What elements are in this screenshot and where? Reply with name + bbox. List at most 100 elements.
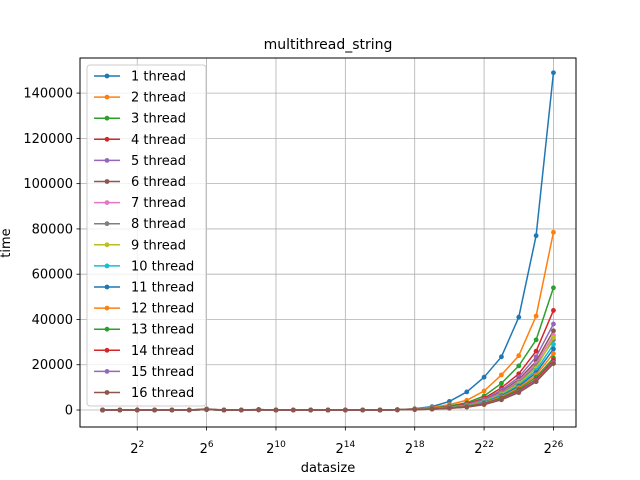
data-point (204, 407, 210, 412)
x-tick-label: 218 (405, 440, 425, 457)
legend-frame (86, 64, 207, 407)
y-tick-label: 20000 (32, 358, 73, 373)
data-point (221, 407, 227, 413)
chart-title: multithread_string (264, 37, 393, 53)
x-tick-label: 210 (266, 440, 286, 457)
x-tick-label: 214 (335, 440, 355, 457)
data-point (481, 402, 487, 407)
legend-label: 16 thread (131, 386, 194, 401)
legend-item: 3 thread (94, 112, 186, 127)
legend-swatch-marker (104, 284, 110, 290)
legend-item: 6 thread (94, 175, 186, 190)
x-tick-base: 2 (405, 442, 413, 457)
data-point (551, 361, 556, 367)
legend-swatch-marker (104, 221, 110, 227)
data-point (325, 407, 331, 413)
x-tick-label: 26 (200, 440, 214, 457)
legend-swatch-marker (104, 305, 110, 311)
data-point (412, 407, 418, 412)
x-axis-label: datasize (301, 461, 356, 476)
y-tick-label: 100000 (23, 177, 73, 192)
series-layer (100, 70, 556, 413)
data-point (464, 389, 470, 395)
data-point (551, 229, 556, 235)
data-point (394, 407, 400, 413)
data-point (117, 407, 123, 413)
legend-swatch-marker (104, 326, 110, 332)
legend-item: 10 thread (94, 259, 194, 274)
legend-item: 2 thread (94, 91, 186, 106)
x-tick-exponent: 2 (139, 440, 145, 450)
legend-swatch-marker (104, 115, 110, 121)
legend-label: 9 thread (131, 238, 186, 253)
data-point (499, 397, 504, 403)
legend-swatch-marker (104, 347, 110, 353)
data-point (533, 233, 539, 239)
data-point (446, 405, 452, 411)
data-point (429, 406, 435, 412)
data-point (377, 407, 383, 413)
data-point (551, 328, 556, 334)
legend-swatch-marker (104, 242, 110, 248)
data-point (134, 407, 140, 413)
data-point (256, 407, 262, 413)
legend-label: 10 thread (131, 259, 194, 274)
x-tick-base: 2 (266, 442, 274, 457)
legend: 1 thread 2 thread 3 thread 4 thread 5 thread… (86, 64, 207, 407)
legend-item: 13 thread (94, 323, 194, 338)
legend-label: 13 thread (131, 323, 194, 338)
data-point (238, 407, 244, 413)
legend-label: 8 thread (131, 217, 186, 232)
data-point (551, 285, 556, 291)
data-point (533, 337, 539, 343)
legend-item: 7 thread (94, 196, 186, 211)
data-point (499, 380, 504, 386)
legend-label: 11 thread (131, 281, 194, 296)
data-point (551, 70, 556, 76)
y-axis-label: time (0, 228, 14, 257)
legend-label: 15 thread (131, 365, 194, 380)
legend-label: 2 thread (131, 91, 186, 106)
legend-item: 5 thread (94, 154, 186, 169)
legend-item: 8 thread (94, 217, 186, 232)
x-tick-exponent: 10 (274, 440, 286, 450)
y-tick-label: 40000 (32, 313, 73, 328)
data-point (308, 407, 314, 413)
data-point (499, 372, 504, 378)
legend-swatch-marker (104, 200, 110, 206)
data-point (186, 407, 192, 413)
x-tick-label: 226 (544, 440, 564, 457)
data-point (152, 407, 157, 413)
legend-label: 14 thread (131, 344, 194, 359)
x-tick-exponent: 22 (482, 440, 493, 450)
x-tick-base: 2 (474, 442, 482, 457)
data-point (273, 407, 279, 413)
data-point (464, 404, 470, 410)
data-point (290, 407, 296, 413)
data-point (551, 351, 556, 356)
data-point (499, 354, 504, 360)
data-point (551, 308, 556, 313)
legend-label: 1 thread (131, 70, 186, 85)
legend-swatch-marker (104, 94, 110, 100)
x-tick-exponent: 18 (413, 440, 425, 450)
x-tick-base: 2 (200, 442, 208, 457)
legend-swatch-marker (104, 158, 110, 163)
data-point (516, 314, 522, 320)
data-point (551, 335, 556, 340)
x-tick-base: 2 (335, 442, 343, 457)
x-axis-ticks: 22 26 210 214 218 222 226 (130, 427, 564, 457)
legend-swatch-marker (104, 73, 110, 79)
legend-label: 12 thread (131, 302, 194, 317)
x-tick-base: 2 (544, 442, 552, 457)
plot-frame (79, 57, 577, 428)
x-tick-label: 222 (474, 440, 494, 457)
legend-label: 7 thread (131, 196, 186, 211)
data-point (100, 407, 105, 413)
series-16 (100, 361, 556, 413)
legend-swatch-marker (104, 263, 110, 269)
x-tick-exponent: 6 (208, 440, 214, 450)
legend-item: 9 thread (94, 238, 186, 253)
data-point (481, 388, 487, 394)
